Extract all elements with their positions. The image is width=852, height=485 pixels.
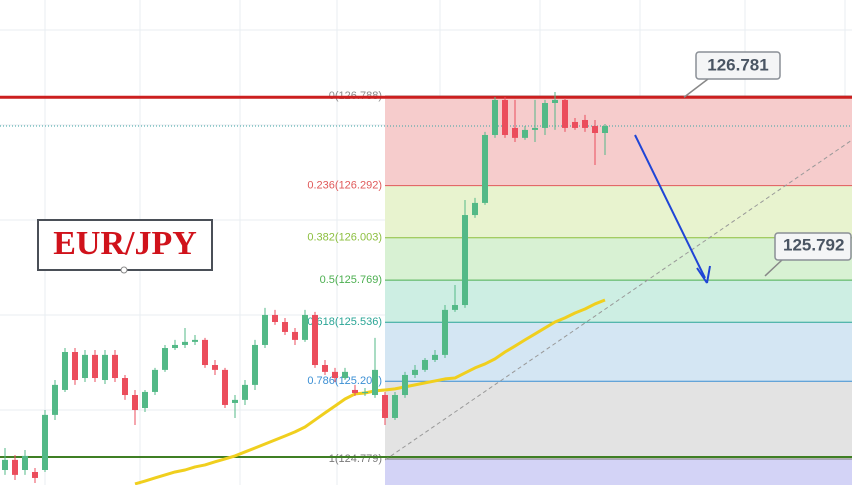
- candle-body: [232, 399, 238, 403]
- candle-body: [272, 314, 278, 323]
- candle-body: [152, 369, 158, 392]
- candle-body: [572, 121, 578, 128]
- candle-body: [102, 354, 108, 381]
- callout-box: [695, 51, 781, 80]
- candle-body: [582, 119, 588, 128]
- candle-body: [592, 125, 598, 133]
- fib-level-label: 1(124.779): [329, 453, 382, 465]
- candle-body: [352, 389, 358, 394]
- candle-body: [142, 391, 148, 409]
- candle-body: [482, 134, 488, 203]
- candle-body: [12, 459, 18, 475]
- candle-body: [402, 374, 408, 396]
- candle-body: [202, 339, 208, 366]
- candle-body: [442, 309, 448, 355]
- candle-body: [2, 459, 8, 471]
- candle-body: [192, 339, 198, 342]
- candle-body: [502, 99, 508, 135]
- candle-body: [172, 344, 178, 349]
- fib-level-label: 0.786(125.209): [307, 375, 382, 387]
- candle-body: [322, 365, 328, 372]
- candle-body: [432, 354, 438, 360]
- fib-level-label: 0.382(126.003): [307, 232, 382, 244]
- fib-level-label: 0.5(125.769): [320, 274, 382, 286]
- candle-body: [242, 384, 248, 400]
- candle-body: [302, 314, 308, 340]
- candle-body: [462, 215, 468, 306]
- candle-body: [182, 341, 188, 345]
- callout-pointer: [683, 78, 709, 98]
- callout-label: 125.792: [783, 235, 844, 254]
- fib-zone: [385, 322, 852, 382]
- candle-body: [42, 414, 48, 471]
- candle-body: [82, 354, 88, 379]
- fib-level-label: 0.618(125.536): [307, 316, 382, 328]
- candle-body: [262, 314, 268, 345]
- candle-body: [222, 369, 228, 405]
- candle-body: [282, 322, 288, 332]
- candle-body: [22, 455, 28, 471]
- candle-body: [62, 352, 68, 390]
- candle-body: [252, 344, 258, 385]
- candle-body: [552, 99, 558, 103]
- candle-body: [512, 127, 518, 138]
- candle-body: [332, 371, 338, 379]
- moving-average: [134, 298, 606, 485]
- candle-body: [492, 99, 498, 135]
- fib-level-label: 0.236(126.292): [307, 179, 382, 191]
- candle-body: [392, 395, 398, 418]
- candle-body: [542, 102, 548, 128]
- candle-body: [292, 331, 298, 340]
- candle-body: [162, 348, 168, 370]
- title-handle: [120, 266, 128, 274]
- candle-body: [522, 129, 528, 138]
- candle-body: [72, 352, 78, 381]
- candle-body: [412, 369, 418, 375]
- candle-body: [362, 391, 368, 394]
- fib-zone: [385, 458, 852, 485]
- candle-body: [122, 378, 128, 396]
- fib-zone: [385, 95, 852, 186]
- candle-body: [602, 125, 608, 133]
- candle-body: [32, 471, 38, 478]
- callout-box: [774, 232, 852, 261]
- candle-body: [452, 305, 458, 310]
- candle-body: [92, 354, 98, 379]
- candle-body: [382, 395, 388, 418]
- chart-title: EUR/JPY: [53, 225, 197, 262]
- forecast-arrow: [634, 134, 706, 279]
- candle-body: [312, 314, 318, 366]
- candle-body: [52, 384, 58, 415]
- candle-body: [532, 127, 538, 130]
- trend-line: [384, 139, 852, 461]
- callout-pointer: [764, 259, 783, 277]
- candle-body: [212, 365, 218, 370]
- candle-body: [342, 371, 348, 379]
- callout-label: 126.781: [707, 55, 768, 74]
- fib-zone: [385, 381, 852, 459]
- forecast-arrowhead: [696, 265, 711, 284]
- candle-body: [112, 354, 118, 379]
- candle-body: [472, 202, 478, 216]
- candle-body: [132, 395, 138, 411]
- candle-body: [372, 369, 378, 396]
- candle-body: [422, 359, 428, 370]
- candle-body: [562, 99, 568, 128]
- fib-zone: [385, 185, 852, 238]
